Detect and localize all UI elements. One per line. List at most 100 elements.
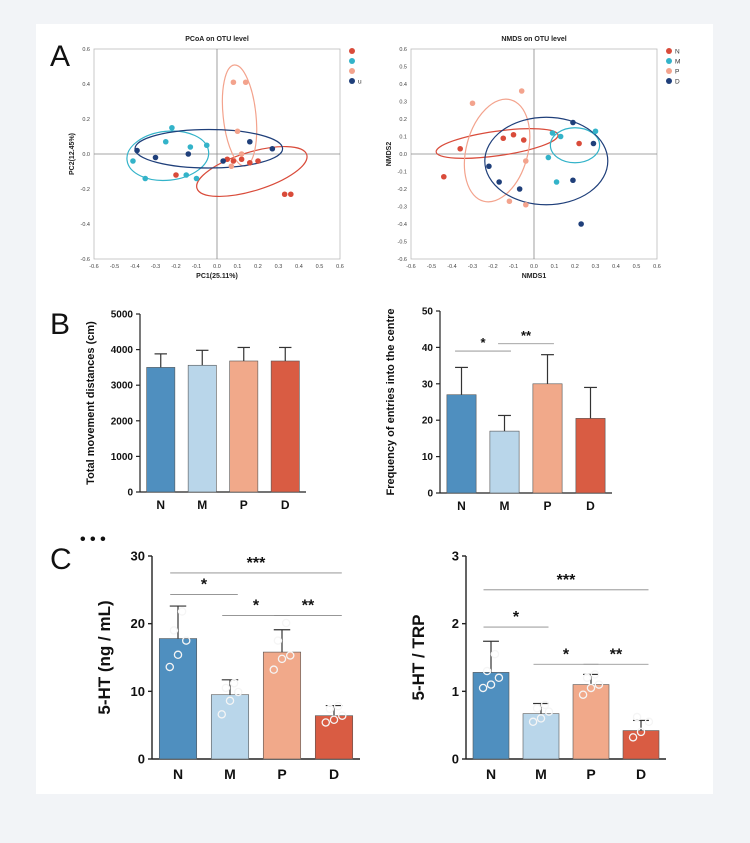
scatter-point-N	[230, 158, 237, 164]
y-tick-label: -0.2	[81, 187, 90, 193]
y-axis-label: 5-HT / TRP	[409, 615, 428, 701]
scatter-point-D	[220, 158, 226, 164]
scatter-point-M	[203, 142, 210, 149]
panel-label-a: A	[50, 40, 70, 73]
y-tick-label: -0.1	[398, 170, 407, 176]
y-axis-label: PC2(12.45%)	[69, 133, 76, 175]
x-tick-label: 0.6	[336, 264, 344, 270]
scatter-point-D	[496, 179, 502, 185]
data-point-N	[486, 680, 496, 689]
data-point-M	[536, 714, 546, 723]
y-tick-label: 2000	[111, 416, 134, 427]
y-tick-label: -0.4	[398, 222, 407, 228]
scatter-point-P	[242, 79, 249, 86]
y-tick-label: -0.2	[398, 187, 407, 193]
y-tick-label: 0	[127, 488, 133, 499]
data-point-D	[628, 733, 638, 742]
bar-P	[572, 684, 610, 760]
x-tick-label: 0.5	[316, 264, 324, 270]
y-tick-label: -0.4	[81, 222, 90, 228]
x-tick-label: -0.2	[488, 264, 497, 270]
data-point-D	[644, 717, 654, 727]
data-point-N	[177, 607, 187, 616]
data-point-N	[169, 626, 179, 635]
legend-label-D: D	[675, 79, 680, 86]
figure-canvas: A B C • • • -0.6 -0.5 -0.4 -0.3 -0.2 -0.1 0.0 0…	[36, 24, 713, 794]
scatter-point-D	[247, 138, 253, 145]
x-tick-label: 0.5	[633, 264, 641, 270]
y-tick-label: 4000	[111, 345, 134, 356]
data-point-P	[582, 673, 592, 683]
data-point-P	[578, 690, 588, 699]
y-tick-label: -0.3	[398, 205, 407, 211]
data-point-P	[590, 670, 600, 679]
x-category-label: P	[543, 499, 551, 513]
significance-label: **	[302, 598, 315, 615]
legend-label-P: P	[675, 69, 679, 76]
data-point-N	[165, 662, 175, 672]
bar-M	[522, 713, 560, 760]
significance-label: ***	[557, 572, 576, 589]
y-tick-label: 20	[131, 616, 145, 631]
significance-label: *	[513, 609, 520, 626]
scatter-point-P	[234, 128, 241, 135]
y-tick-label: 0.0	[82, 152, 90, 158]
scatter-point-N	[247, 159, 253, 166]
panel-label-b: B	[50, 308, 70, 341]
nmds-chart: -0.6 -0.5 -0.4 -0.3 -0.2 -0.1 0.0 0.1 0.2 0.3 0.4 0…	[386, 36, 680, 280]
bar-D	[575, 418, 606, 494]
x-tick-label: -0.3	[151, 264, 160, 270]
y-tick-label: 2	[452, 616, 459, 631]
y-tick-label: 0.6	[399, 47, 407, 53]
scatter-point-N	[457, 145, 464, 152]
x-tick-label: -0.4	[130, 264, 139, 270]
y-tick-label: 0.1	[399, 135, 407, 141]
bar-P	[532, 383, 563, 494]
scatter-point-D	[269, 145, 276, 152]
legend-marker-N	[349, 48, 355, 54]
x-category-label: D	[636, 766, 646, 782]
y-axis-label: Total movement distances (cm)	[85, 321, 97, 485]
data-point-D	[333, 701, 343, 711]
scatter-point-P	[228, 163, 235, 170]
bar-D	[622, 730, 660, 760]
scatter-point-P	[230, 79, 237, 86]
y-tick-label: 10	[422, 452, 434, 463]
data-point-M	[221, 683, 231, 693]
data-point-D	[632, 712, 642, 722]
y-tick-label: 0.4	[399, 82, 407, 88]
confidence-ellipse-P	[221, 64, 258, 167]
data-point-D	[325, 704, 335, 714]
scatter-point-N	[510, 131, 517, 138]
bar-P	[262, 651, 302, 760]
x-tick-label: 0.3	[275, 264, 283, 270]
bar-D	[270, 360, 300, 493]
confidence-ellipse-N	[196, 145, 308, 198]
scatter-point-D	[185, 151, 192, 157]
y-tick-label: 0.5	[399, 65, 407, 71]
y-tick-label: 3	[452, 549, 459, 564]
x-tick-label: -0.4	[447, 264, 456, 270]
y-tick-label: 10	[131, 684, 145, 699]
scatter-point-N	[441, 173, 447, 180]
x-tick-label: -0.1	[509, 264, 518, 270]
bar-M	[187, 364, 217, 493]
data-point-P	[285, 651, 295, 660]
scatter-point-M	[142, 175, 149, 182]
bar-M	[210, 694, 250, 760]
x-tick-label: 0.0	[213, 264, 221, 270]
y-tick-label: 20	[422, 416, 434, 427]
x-category-label: P	[586, 766, 595, 782]
significance-label: **	[521, 328, 532, 343]
chart-title: NMDS on OTU level	[501, 36, 566, 43]
x-category-label: M	[197, 498, 207, 512]
y-tick-label: -0.6	[398, 257, 407, 263]
scatter-point-M	[557, 133, 564, 140]
significance-label: *	[253, 598, 260, 615]
x-tick-label: 0.1	[551, 264, 559, 270]
data-point-N	[482, 666, 492, 676]
data-point-P	[281, 618, 291, 628]
x-category-label: M	[224, 766, 236, 782]
data-point-N	[490, 649, 500, 659]
